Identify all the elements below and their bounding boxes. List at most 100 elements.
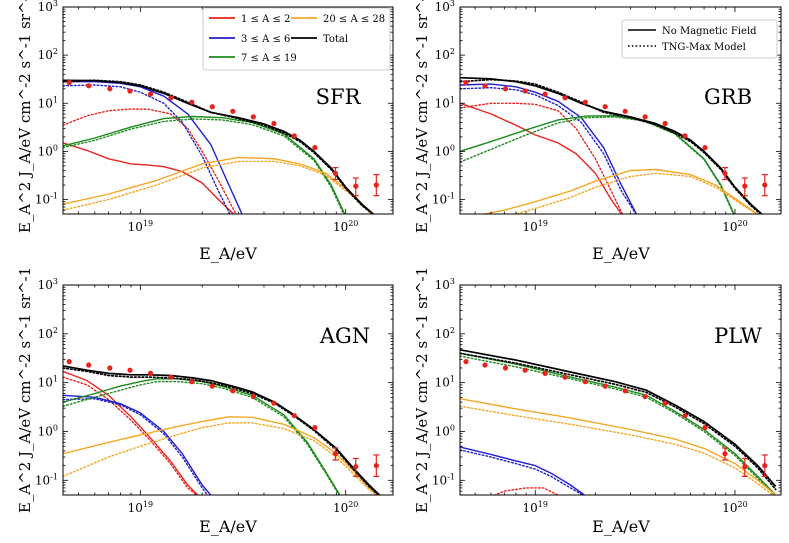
- data-point: [602, 383, 608, 389]
- data-point: [482, 362, 488, 368]
- data-point: [271, 400, 277, 406]
- data-point: [189, 99, 195, 105]
- series-A7_19-solid: [460, 352, 777, 495]
- panel-sfr-ticks: 10-1 100 101 102 103 1019 1020: [35, 0, 393, 234]
- legend-label: 1 ≤ A ≤ 2: [241, 14, 290, 25]
- data-point: [762, 182, 768, 188]
- panel-agn-ticks: 10-1 100 101 102 103 1019 1020: [35, 277, 393, 515]
- data-point: [542, 91, 548, 97]
- data-point: [209, 383, 215, 389]
- series-A20_28-dotted: [63, 422, 378, 495]
- y-tick-label: 100: [38, 423, 58, 438]
- data-point: [702, 145, 708, 151]
- panel-plw-ylabel: E_A^2 J_A/eV cm^-2 s^-1 sr^-1: [413, 267, 431, 513]
- data-point: [463, 79, 469, 86]
- data-point: [502, 86, 509, 92]
- panel-plw-marks: [460, 348, 777, 495]
- panel-plw-ticks: 10-1 100 101 102 103 1019 1020: [432, 277, 781, 515]
- data-point: [373, 463, 379, 469]
- series-A7_19-dotted: [63, 118, 345, 214]
- series-total-dotted: [460, 352, 777, 491]
- x-tick-label: 1019: [128, 500, 153, 515]
- data-point: [291, 413, 297, 419]
- data-point: [147, 370, 154, 376]
- series-A3_6-dotted: [460, 86, 637, 214]
- series-A3_6-solid: [63, 394, 212, 495]
- data-point: [642, 114, 648, 120]
- x-tick-label: 1019: [128, 219, 153, 234]
- y-tick-label: 100: [38, 143, 58, 158]
- data-point: [66, 359, 72, 365]
- panel-agn-title: AGN: [319, 324, 370, 348]
- y-tick-label: 103: [435, 277, 455, 292]
- data-point: [542, 370, 548, 376]
- data-point: [332, 451, 338, 457]
- legend-label: No Magnetic Field: [662, 26, 757, 37]
- data-point: [127, 367, 133, 373]
- x-tick-label: 1020: [333, 500, 358, 515]
- data-point: [127, 88, 133, 94]
- series-A3_6-solid: [63, 80, 243, 214]
- data-point: [353, 464, 359, 470]
- series-A20_28-dotted: [63, 160, 372, 214]
- panel-sfr: 10-1 100 101 102 103 1019 1020 SFR E_A^2 J_A/e…: [16, 0, 394, 263]
- y-tick-label: 102: [435, 47, 455, 62]
- data-point: [562, 374, 568, 380]
- data-point: [312, 425, 318, 431]
- series-A20_28-solid: [63, 156, 373, 214]
- y-tick-label: 102: [38, 326, 58, 341]
- ylabel-text: E_A^2 J_A/eV cm^-2 s^-1 sr^-1: [16, 267, 34, 513]
- series-A1_2-dotted: [63, 376, 198, 495]
- data-point: [332, 170, 338, 176]
- panel-grb-title: GRB: [704, 85, 752, 109]
- data-point: [602, 104, 608, 110]
- data-point: [582, 99, 588, 105]
- data-point: [502, 365, 509, 371]
- panel-grb-marks: [460, 76, 768, 214]
- y-tick-label: 101: [435, 375, 455, 390]
- legend-label: 7 ≤ A ≤ 19: [241, 53, 297, 64]
- data-point: [622, 108, 628, 114]
- panel-sfr-ylabel: E_A^2 J_A/eV cm^-2 s^-1 sr^-1: [16, 0, 34, 233]
- data-point: [482, 83, 488, 89]
- panel-grb-ticks: 10-1 100 101 102 103 1019 1020: [432, 0, 781, 234]
- ylabel-text: E_A^2 J_A/eV cm^-2 s^-1 sr^-1: [413, 267, 431, 513]
- y-tick-label: 101: [38, 375, 58, 390]
- series-A20_28-solid: [480, 168, 759, 214]
- x-tick-label: 1020: [333, 219, 358, 234]
- panel-grb-ylabel: E_A^2 J_A/eV cm^-2 s^-1 sr^-1: [413, 0, 431, 233]
- legend-composition: 1 ≤ A ≤ 2 20 ≤ A ≤ 28 3 ≤ A ≤ 6 Total 7 ≤ A …: [202, 7, 391, 71]
- data-point: [189, 379, 195, 385]
- ylabel-text: E_A^2 J_A/eV cm^-2 s^-1 sr^-1: [16, 0, 34, 233]
- data-point: [250, 114, 256, 120]
- data-point: [582, 379, 588, 385]
- data-point: [250, 393, 256, 400]
- data-point: [662, 120, 668, 127]
- data-point: [230, 388, 236, 394]
- data-point: [107, 86, 113, 92]
- data-point: [682, 413, 688, 419]
- series-A7_19-solid: [63, 115, 346, 214]
- series-total-dotted: [63, 367, 380, 495]
- data-point: [662, 400, 668, 406]
- data-point: [86, 362, 92, 368]
- legend-label: 3 ≤ A ≤ 6: [241, 34, 290, 45]
- data-point: [742, 183, 748, 189]
- series-A3_6-solid: [460, 83, 638, 214]
- x-tick-label: 1019: [523, 500, 548, 515]
- data-point: [622, 388, 628, 394]
- panel-sfr-xlabel: E_A/eV: [199, 244, 257, 263]
- x-tick-label: 1020: [722, 219, 747, 234]
- data-point: [168, 95, 174, 101]
- panel-agn-marks: [63, 359, 381, 495]
- y-tick-label: 100: [435, 143, 455, 158]
- panel-agn-xlabel: E_A/eV: [199, 517, 257, 536]
- panel-sfr-title: SFR: [316, 85, 362, 109]
- data-point: [682, 133, 688, 139]
- series-A20_28-solid: [460, 398, 777, 495]
- y-tick-label: 10-1: [35, 192, 58, 207]
- data-point: [722, 451, 728, 457]
- y-tick-label: 103: [435, 0, 455, 14]
- panel-grb-xlabel: E_A/eV: [592, 244, 650, 263]
